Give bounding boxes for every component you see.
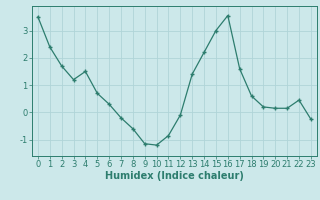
X-axis label: Humidex (Indice chaleur): Humidex (Indice chaleur) xyxy=(105,171,244,181)
